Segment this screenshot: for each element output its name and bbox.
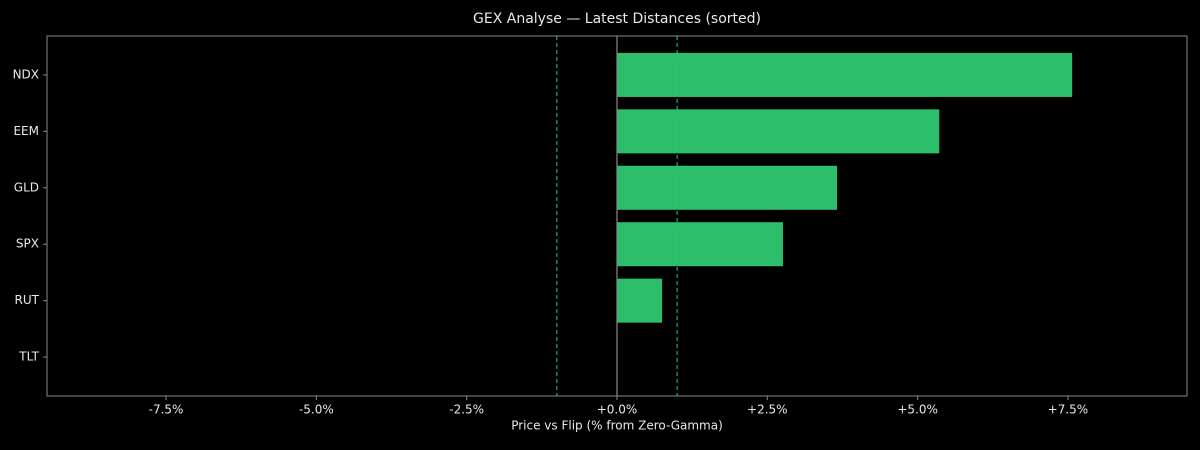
bar — [617, 278, 663, 323]
bar — [617, 222, 783, 267]
y-tick-label: TLT — [18, 350, 39, 364]
x-tick-label: -5.0% — [299, 403, 334, 417]
y-tick-label: RUT — [15, 293, 40, 307]
x-tick-label: +7.5% — [1048, 403, 1089, 417]
chart-title: GEX Analyse — Latest Distances (sorted) — [473, 11, 761, 27]
x-tick-label: -2.5% — [449, 403, 484, 417]
y-tick-label: SPX — [16, 237, 39, 251]
x-axis-label: Price vs Flip (% from Zero-Gamma) — [511, 419, 723, 433]
bar — [617, 109, 940, 154]
y-tick-label: GLD — [14, 180, 39, 194]
x-tick-label: +2.5% — [747, 403, 788, 417]
y-tick-label: NDX — [13, 67, 39, 81]
x-tick-label: +0.0% — [597, 403, 638, 417]
bar — [617, 52, 1073, 97]
x-tick-label: +5.0% — [897, 403, 938, 417]
y-tick-label: EEM — [13, 124, 39, 138]
x-tick-label: -7.5% — [149, 403, 184, 417]
bar — [617, 165, 838, 210]
